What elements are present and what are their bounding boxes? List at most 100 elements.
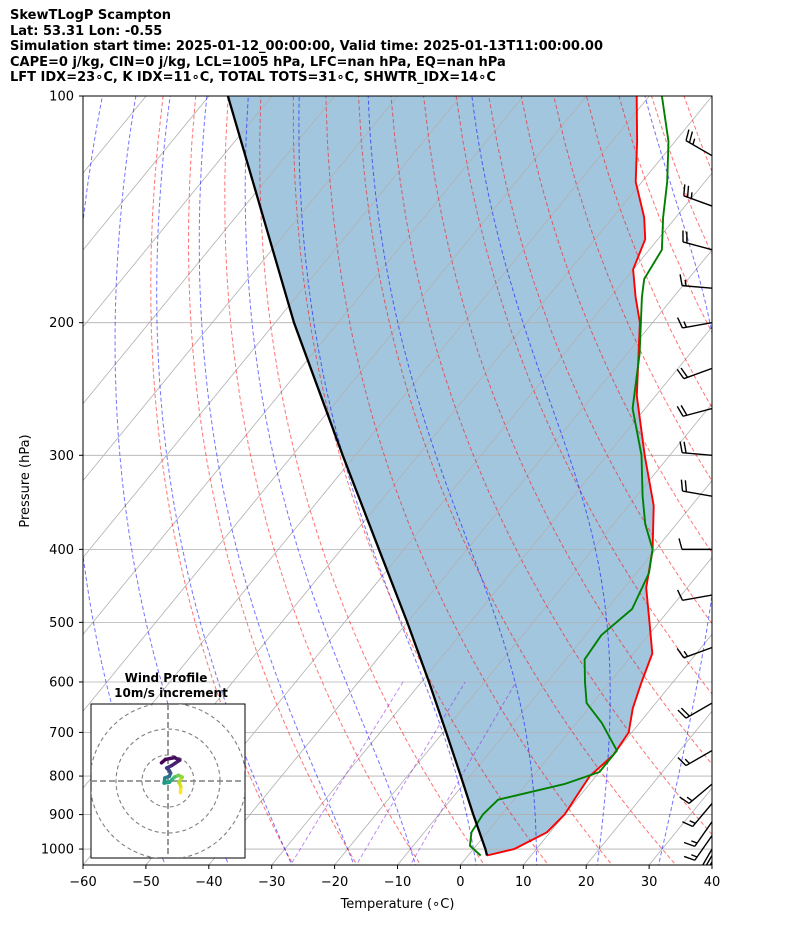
wind-barb bbox=[677, 749, 712, 767]
moist-adiabat bbox=[471, 96, 611, 865]
y-tick-label: 800 bbox=[49, 770, 74, 785]
wind-barb bbox=[685, 129, 712, 157]
wind-barb bbox=[676, 646, 712, 659]
isotherm-gridline bbox=[208, 249, 712, 865]
wind-profile-inset bbox=[90, 703, 246, 859]
isotherm-gridline bbox=[83, 96, 336, 405]
wind-barb bbox=[678, 538, 712, 551]
x-tick-label: −30 bbox=[258, 875, 285, 890]
isotherm-gridline bbox=[585, 710, 712, 865]
dry-adiabat bbox=[717, 96, 794, 868]
mixing-ratio-line bbox=[290, 681, 404, 865]
x-tick-label: 20 bbox=[578, 875, 595, 890]
cape-cin-shading bbox=[227, 96, 654, 856]
y-tick-label: 600 bbox=[49, 675, 74, 690]
wind-barb bbox=[676, 317, 712, 329]
wind-barb bbox=[705, 855, 712, 865]
hodograph-segment bbox=[159, 757, 168, 765]
isotherm-gridline bbox=[83, 96, 524, 636]
y-tick-label: 100 bbox=[49, 90, 74, 105]
y-tick-label: 200 bbox=[49, 316, 74, 331]
x-axis-label: Temperature (∘C) bbox=[340, 897, 455, 912]
moist-adiabat bbox=[298, 96, 477, 865]
wind-barb bbox=[680, 479, 712, 497]
x-tick-label: 30 bbox=[641, 875, 658, 890]
wind-profile-title: Wind Profile bbox=[125, 671, 208, 685]
wind-barb bbox=[682, 803, 712, 828]
y-tick-label: 900 bbox=[49, 808, 74, 823]
isotherm-gridline bbox=[648, 787, 712, 865]
moist-adiabat bbox=[114, 96, 230, 865]
moist-adiabat bbox=[244, 96, 417, 865]
dry-adiabat bbox=[455, 96, 712, 695]
dry-adiabat bbox=[683, 96, 712, 173]
temperature-profile bbox=[486, 96, 655, 857]
moist-adiabat bbox=[367, 96, 538, 865]
chart-title: SkewTLogP Scampton bbox=[10, 8, 172, 23]
wind-barb bbox=[683, 184, 712, 207]
y-tick-label: 300 bbox=[49, 449, 74, 464]
dry-adiabat bbox=[651, 96, 712, 256]
wind-barb bbox=[683, 835, 712, 861]
mixing-ratio-line bbox=[409, 681, 517, 865]
dry-adiabat bbox=[390, 96, 712, 836]
wind-barb bbox=[711, 96, 712, 97]
plot-area bbox=[83, 96, 794, 868]
x-tick-label: −60 bbox=[69, 875, 96, 890]
isotherm-gridline bbox=[397, 479, 712, 865]
y-axis-label: Pressure (hPa) bbox=[18, 434, 33, 527]
simulation-time-line: Simulation start time: 2025-01-12_00:00:… bbox=[10, 39, 603, 55]
x-tick-label: −40 bbox=[195, 875, 222, 890]
dry-adiabat bbox=[224, 96, 422, 865]
wind-barb bbox=[676, 405, 712, 417]
wind-barb bbox=[683, 821, 712, 848]
wind-barb bbox=[676, 589, 712, 601]
moist-adiabat bbox=[720, 96, 794, 868]
x-tick-label: −10 bbox=[384, 875, 411, 890]
dry-adiabat bbox=[150, 96, 294, 865]
isotherm-gridline bbox=[522, 633, 712, 865]
dry-adiabat bbox=[553, 96, 712, 482]
dry-adiabat bbox=[325, 96, 613, 865]
dewpoint-profile bbox=[468, 96, 670, 857]
isotherm-gridline bbox=[83, 96, 273, 328]
x-tick-label: 0 bbox=[456, 875, 464, 890]
y-tick-label: 1000 bbox=[41, 843, 74, 858]
x-tick-label: 40 bbox=[704, 875, 721, 890]
isotherm-gridline bbox=[145, 172, 712, 865]
chart-header: SkewTLogP Scampton Lat: 53.31 Lon: -0.55… bbox=[10, 8, 603, 86]
wind-barb bbox=[682, 230, 712, 251]
moist-adiabat bbox=[644, 96, 712, 865]
wind-barb bbox=[679, 441, 712, 456]
x-tick-label: −50 bbox=[132, 875, 159, 890]
isotherm-gridline bbox=[83, 96, 587, 712]
dry-adiabat bbox=[749, 96, 794, 868]
stability-indices-line: CAPE=0 j/kg, CIN=0 j/kg, LCL=1005 hPa, L… bbox=[10, 54, 506, 70]
x-tick-label: 10 bbox=[515, 875, 532, 890]
y-tick-label: 700 bbox=[49, 726, 74, 741]
dry-adiabat bbox=[187, 96, 358, 865]
isotherm-gridline bbox=[460, 556, 712, 865]
dry-adiabat bbox=[259, 96, 486, 865]
x-tick-label: −20 bbox=[321, 875, 348, 890]
moist-adiabat bbox=[198, 96, 355, 865]
y-tick-label: 500 bbox=[49, 616, 74, 631]
dry-adiabat bbox=[520, 96, 712, 554]
wind-barb bbox=[676, 367, 712, 380]
y-tick-label: 400 bbox=[49, 543, 74, 558]
isotherm-gridline bbox=[83, 96, 461, 559]
wind-barb bbox=[679, 783, 712, 805]
wind-barb bbox=[679, 274, 712, 289]
mixing-ratio-line bbox=[355, 681, 466, 865]
isotherm-gridline bbox=[711, 864, 712, 865]
index-values-line: LFT IDX=23∘C, K IDX=11∘C, TOTAL TOTS=31∘… bbox=[10, 70, 496, 86]
isotherm-gridline bbox=[271, 326, 712, 865]
wind-barb bbox=[701, 848, 712, 865]
isotherm-gridline bbox=[83, 96, 210, 251]
dry-adiabat bbox=[782, 96, 794, 868]
wind-profile-subtitle: 10m/s increment bbox=[114, 686, 228, 700]
location-line: Lat: 53.31 Lon: -0.55 bbox=[10, 23, 163, 39]
dry-adiabat bbox=[488, 96, 712, 625]
